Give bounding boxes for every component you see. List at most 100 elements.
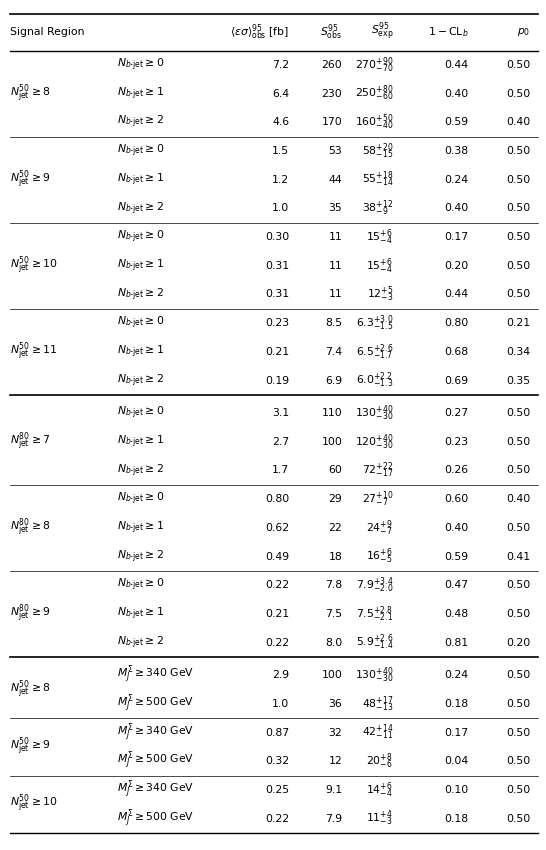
Text: 0.62: 0.62 [265,523,289,533]
Text: $15^{+6}_{-4}$: $15^{+6}_{-4}$ [366,256,393,275]
Text: 22: 22 [329,523,342,533]
Text: 0.23: 0.23 [444,437,468,447]
Text: $5.9^{+2.6}_{-1.4}$: $5.9^{+2.6}_{-1.4}$ [355,632,393,653]
Text: 110: 110 [322,408,342,418]
Text: 0.18: 0.18 [444,699,468,709]
Text: $N_{b\text{-jet}} \geq 0$: $N_{b\text{-jet}} \geq 0$ [117,314,165,332]
Text: 0.50: 0.50 [507,785,531,795]
Text: $N_{b\text{-jet}} \geq 2$: $N_{b\text{-jet}} \geq 2$ [117,634,164,651]
Text: $20^{+8}_{-6}$: $20^{+8}_{-6}$ [366,751,393,771]
Text: 11: 11 [329,261,342,271]
Text: 2.7: 2.7 [272,437,289,447]
Text: 170: 170 [322,117,342,128]
Text: $48^{+17}_{-13}$: $48^{+17}_{-13}$ [361,694,393,714]
Text: 0.68: 0.68 [444,347,468,357]
Text: $38^{+12}_{-9}$: $38^{+12}_{-9}$ [362,199,393,218]
Text: 7.4: 7.4 [325,347,342,357]
Text: 0.50: 0.50 [507,670,531,680]
Text: 1.2: 1.2 [272,174,289,184]
Text: $N^{80}_{\mathrm{jet}} \geq 7$: $N^{80}_{\mathrm{jet}} \geq 7$ [10,431,50,453]
Text: 12: 12 [329,756,342,766]
Text: 0.50: 0.50 [507,466,531,475]
Text: $N^{50}_{\mathrm{jet}} \geq 9$: $N^{50}_{\mathrm{jet}} \geq 9$ [10,736,50,758]
Text: 0.59: 0.59 [444,117,468,128]
Text: 0.26: 0.26 [444,466,468,475]
Text: 11: 11 [329,232,342,242]
Text: 0.50: 0.50 [507,146,531,156]
Text: $N^{80}_{\mathrm{jet}} \geq 9$: $N^{80}_{\mathrm{jet}} \geq 9$ [10,603,50,625]
Text: $M^{\Sigma}_{J} \geq 340$ GeV: $M^{\Sigma}_{J} \geq 340$ GeV [117,722,195,744]
Text: 0.44: 0.44 [444,290,468,299]
Text: 0.41: 0.41 [507,552,531,562]
Text: 0.22: 0.22 [265,813,289,824]
Text: 0.22: 0.22 [265,638,289,648]
Text: $\langle\epsilon\sigma\rangle^{95}_{\mathrm{obs}}$ [fb]: $\langle\epsilon\sigma\rangle^{95}_{\mat… [230,22,289,42]
Text: 0.50: 0.50 [507,174,531,184]
Text: 0.50: 0.50 [507,756,531,766]
Text: 0.21: 0.21 [265,347,289,357]
Text: $7.5^{+2.8}_{-2.1}$: $7.5^{+2.8}_{-2.1}$ [356,604,393,624]
Text: 7.5: 7.5 [325,609,342,619]
Text: 0.50: 0.50 [507,523,531,533]
Text: 100: 100 [322,670,342,680]
Text: 0.20: 0.20 [444,261,468,271]
Text: $130^{+40}_{-30}$: $130^{+40}_{-30}$ [355,666,393,685]
Text: 0.87: 0.87 [265,728,289,738]
Text: 0.17: 0.17 [444,232,468,242]
Text: 0.49: 0.49 [265,552,289,562]
Text: 0.35: 0.35 [507,376,531,386]
Text: 0.17: 0.17 [444,728,468,738]
Text: 32: 32 [329,728,342,738]
Text: $N_{b\text{-jet}} \geq 2$: $N_{b\text{-jet}} \geq 2$ [117,462,164,479]
Text: $12^{+5}_{-3}$: $12^{+5}_{-3}$ [366,285,393,304]
Text: 0.50: 0.50 [507,261,531,271]
Text: 6.9: 6.9 [325,376,342,386]
Text: $N^{50}_{\mathrm{jet}} \geq 10$: $N^{50}_{\mathrm{jet}} \geq 10$ [10,255,57,277]
Text: $42^{+14}_{-11}$: $42^{+14}_{-11}$ [361,722,393,742]
Text: 0.40: 0.40 [444,88,468,99]
Text: $N_{b\text{-jet}} \geq 0$: $N_{b\text{-jet}} \geq 0$ [117,405,165,422]
Text: 0.60: 0.60 [444,494,468,504]
Text: 0.32: 0.32 [265,756,289,766]
Text: $N_{b\text{-jet}} \geq 0$: $N_{b\text{-jet}} \geq 0$ [117,143,165,159]
Text: 7.2: 7.2 [272,60,289,70]
Text: 0.40: 0.40 [444,203,468,213]
Text: 1.7: 1.7 [272,466,289,475]
Text: 18: 18 [329,552,342,562]
Text: $16^{+6}_{-5}$: $16^{+6}_{-5}$ [366,547,393,566]
Text: $27^{+10}_{-7}$: $27^{+10}_{-7}$ [361,490,393,509]
Text: $S^{95}_{\mathrm{obs}}$: $S^{95}_{\mathrm{obs}}$ [321,22,342,42]
Text: 0.18: 0.18 [444,813,468,824]
Text: $M^{\Sigma}_{J} \geq 500$ GeV: $M^{\Sigma}_{J} \geq 500$ GeV [117,808,195,830]
Text: $N_{b\text{-jet}} \geq 1$: $N_{b\text{-jet}} \geq 1$ [117,172,164,188]
Text: 0.40: 0.40 [444,523,468,533]
Text: 0.30: 0.30 [265,232,289,242]
Text: 1.0: 1.0 [272,203,289,213]
Text: 35: 35 [329,203,342,213]
Text: $N_{b\text{-jet}} \geq 0$: $N_{b\text{-jet}} \geq 0$ [117,577,165,593]
Text: 0.50: 0.50 [507,290,531,299]
Text: 0.25: 0.25 [265,785,289,795]
Text: 0.21: 0.21 [265,609,289,619]
Text: $M^{\Sigma}_{J} \geq 500$ GeV: $M^{\Sigma}_{J} \geq 500$ GeV [117,751,195,773]
Text: 0.44: 0.44 [444,60,468,70]
Text: $160^{+50}_{-40}$: $160^{+50}_{-40}$ [355,112,393,132]
Text: 0.31: 0.31 [265,290,289,299]
Text: $120^{+40}_{-30}$: $120^{+40}_{-30}$ [355,432,393,451]
Text: 230: 230 [322,88,342,99]
Text: $24^{+9}_{-7}$: $24^{+9}_{-7}$ [366,518,393,538]
Text: $N_{b\text{-jet}} \geq 1$: $N_{b\text{-jet}} \geq 1$ [117,258,164,274]
Text: 0.10: 0.10 [444,785,468,795]
Text: 0.80: 0.80 [265,494,289,504]
Text: $N_{b\text{-jet}} \geq 2$: $N_{b\text{-jet}} \geq 2$ [117,200,164,217]
Text: 0.34: 0.34 [507,347,531,357]
Text: 0.50: 0.50 [507,60,531,70]
Text: 9.1: 9.1 [325,785,342,795]
Text: $N^{50}_{\mathrm{jet}} \geq 9$: $N^{50}_{\mathrm{jet}} \geq 9$ [10,168,50,190]
Text: $1 - \mathrm{CL}_b$: $1 - \mathrm{CL}_b$ [428,26,468,39]
Text: 1.5: 1.5 [272,146,289,156]
Text: 0.47: 0.47 [444,581,468,590]
Text: $6.5^{+2.6}_{-1.7}$: $6.5^{+2.6}_{-1.7}$ [356,342,393,361]
Text: $72^{+22}_{-17}$: $72^{+22}_{-17}$ [361,461,393,480]
Text: $55^{+18}_{-14}$: $55^{+18}_{-14}$ [361,170,393,190]
